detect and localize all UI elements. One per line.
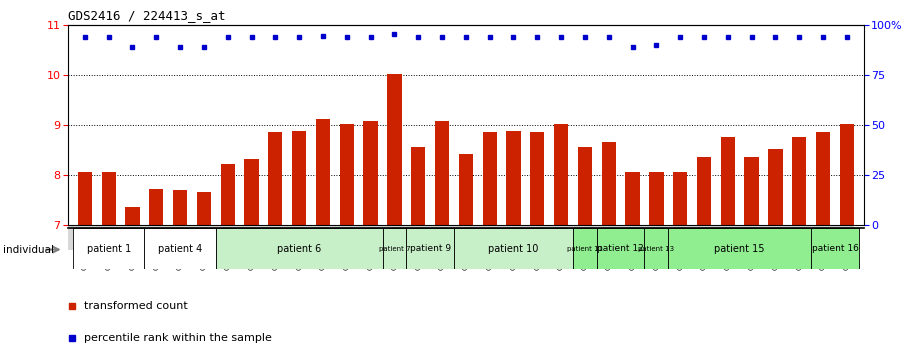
Bar [673,172,687,225]
Bar [578,147,592,225]
Bar [721,137,735,225]
Bar [768,149,783,225]
Bar [196,192,211,225]
Bar [364,121,378,225]
Text: patient 10: patient 10 [488,244,539,254]
Bar [215,228,383,269]
Bar [811,228,859,269]
Text: patient 7: patient 7 [379,246,410,252]
Bar [644,228,668,269]
Bar [221,164,235,225]
Bar [411,147,425,225]
Bar [483,132,497,225]
Bar [435,121,449,225]
Text: patient 4: patient 4 [158,244,202,254]
Bar [340,124,354,225]
Bar [73,228,145,269]
Bar [459,154,473,225]
Bar [573,228,597,269]
Bar [145,228,215,269]
Bar [649,172,664,225]
Text: patient 1: patient 1 [86,244,131,254]
Text: patient 16: patient 16 [812,244,858,253]
Bar [383,228,406,269]
Bar [530,132,544,225]
Bar [744,157,759,225]
Bar [173,190,187,225]
Text: patient 15: patient 15 [714,244,765,254]
Text: patient 12: patient 12 [597,244,644,253]
Bar [387,74,402,225]
Text: patient 13: patient 13 [638,246,674,252]
Bar [597,228,644,269]
Bar [840,124,854,225]
Bar [816,132,830,225]
Text: patient 6: patient 6 [277,244,321,254]
Bar [697,157,711,225]
Text: transformed count: transformed count [84,301,188,311]
Bar [668,228,811,269]
Bar [554,124,568,225]
Bar [315,119,330,225]
Bar [625,172,640,225]
Bar [454,228,573,269]
Text: individual: individual [3,245,54,255]
Text: GDS2416 / 224413_s_at: GDS2416 / 224413_s_at [68,9,225,22]
Text: patient 11: patient 11 [567,246,603,252]
Bar [77,172,92,225]
Bar [602,142,616,225]
Text: percentile rank within the sample: percentile rank within the sample [84,333,272,343]
Bar [268,132,283,225]
Bar [406,228,454,269]
Text: patient 9: patient 9 [410,244,451,253]
Bar [125,207,140,225]
Bar [102,172,115,225]
Bar [292,131,306,225]
Bar [149,189,164,225]
Bar [245,159,259,225]
Bar [792,137,806,225]
Bar [506,131,521,225]
Bar [68,225,854,250]
